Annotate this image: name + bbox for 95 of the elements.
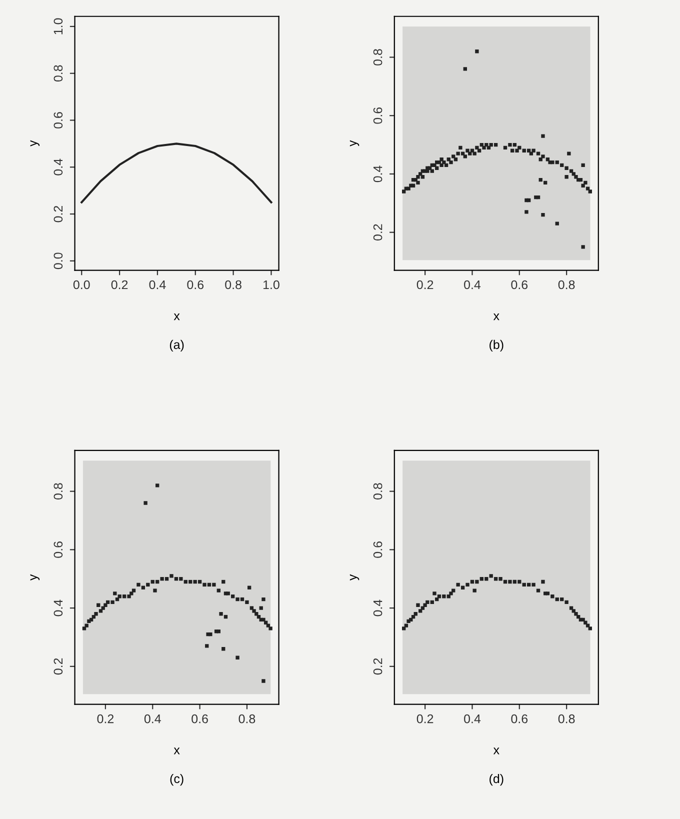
point	[418, 609, 422, 613]
point	[437, 594, 442, 598]
point	[555, 597, 559, 602]
y-tick-label: 0.0	[54, 252, 63, 270]
point	[572, 609, 576, 613]
x-tick-label: 0.4	[149, 280, 166, 290]
point	[569, 606, 574, 610]
point	[574, 612, 578, 616]
y-axis-title: y	[350, 574, 360, 580]
point	[449, 592, 453, 596]
line-series	[80, 142, 272, 204]
point	[456, 582, 460, 587]
point	[466, 582, 470, 587]
point	[404, 624, 408, 628]
point	[503, 580, 508, 584]
y-tick-label: 0.4	[54, 158, 63, 176]
point	[470, 580, 474, 584]
x-tick-label: 0.8	[558, 714, 575, 724]
point	[522, 582, 526, 587]
x-tick-label: 0.2	[97, 714, 114, 724]
point	[508, 580, 512, 584]
point	[586, 624, 590, 628]
y-tick-label: 1.0	[54, 18, 63, 34]
y-axis-title: y	[350, 140, 360, 146]
point	[423, 603, 427, 607]
point	[452, 588, 456, 592]
y-tick-label: 0.2	[373, 224, 382, 241]
point	[414, 612, 418, 616]
point	[480, 577, 484, 581]
point	[581, 618, 585, 622]
y-tick-label: 0.2	[54, 658, 63, 675]
point	[475, 580, 479, 584]
x-tick-label: 0.6	[511, 280, 528, 290]
point	[432, 592, 436, 596]
point	[536, 588, 540, 592]
point	[518, 580, 522, 584]
point	[442, 594, 446, 598]
x-tick-label: 0.2	[416, 714, 434, 724]
point	[426, 600, 430, 604]
y-axis-title: y	[30, 140, 40, 146]
y-tick-label: 0.6	[54, 112, 63, 128]
text: (c)	[170, 774, 184, 786]
x-tick-label: 0.8	[238, 714, 256, 724]
text: (b)	[490, 340, 504, 352]
x-axis-title: x	[174, 748, 180, 754]
x-tick-label: 0.4	[464, 714, 481, 724]
text: (a)	[170, 340, 184, 352]
y-tick-label: 0.4	[373, 600, 382, 616]
point	[560, 597, 564, 602]
point	[584, 620, 588, 624]
point	[416, 603, 420, 607]
point	[402, 626, 406, 630]
point	[564, 600, 568, 604]
point	[512, 580, 517, 584]
x-axis-title: x	[493, 314, 500, 320]
x-tick-label: 0.6	[192, 714, 208, 724]
text: (d)	[490, 774, 504, 786]
point	[532, 582, 536, 587]
point	[484, 577, 488, 581]
y-tick-label: 0.8	[373, 483, 382, 500]
x-tick-label: 0.2	[416, 280, 434, 290]
point	[546, 592, 550, 596]
y-tick-label: 0.4	[373, 166, 382, 182]
point	[420, 606, 425, 610]
y-axis-title: y	[30, 574, 40, 580]
x-tick-label: 0.4	[144, 714, 161, 724]
y-tick-label: 0.2	[373, 658, 382, 675]
x-tick-label: 0.0	[73, 280, 90, 290]
y-tick-label: 0.6	[54, 542, 63, 558]
x-tick-label: 0.8	[225, 280, 242, 290]
point	[472, 588, 476, 592]
x-tick-label: 0.6	[511, 714, 528, 724]
y-tick-label: 0.2	[54, 206, 63, 222]
y-tick-label: 0.8	[54, 483, 63, 500]
point	[541, 580, 545, 584]
y-tick-label: 0.8	[373, 49, 382, 66]
x-axis-title: x	[493, 748, 500, 754]
point	[498, 577, 502, 581]
point	[494, 577, 498, 581]
y-tick-label: 0.6	[373, 542, 382, 558]
point	[460, 586, 465, 590]
x-tick-label: 1.0	[263, 280, 280, 290]
point	[489, 574, 493, 578]
point	[430, 600, 434, 604]
x-tick-label: 0.8	[558, 280, 575, 290]
y-tick-label: 0.6	[373, 107, 382, 124]
x-axis-title: x	[174, 314, 180, 320]
y-tick-label: 0.8	[54, 65, 63, 82]
point	[588, 626, 592, 630]
x-tick-label: 0.4	[464, 280, 481, 290]
x-tick-label: 0.6	[187, 280, 204, 290]
x-tick-label: 0.2	[111, 280, 128, 290]
y-tick-label: 0.4	[54, 600, 63, 616]
point	[550, 594, 554, 598]
point	[526, 582, 531, 587]
